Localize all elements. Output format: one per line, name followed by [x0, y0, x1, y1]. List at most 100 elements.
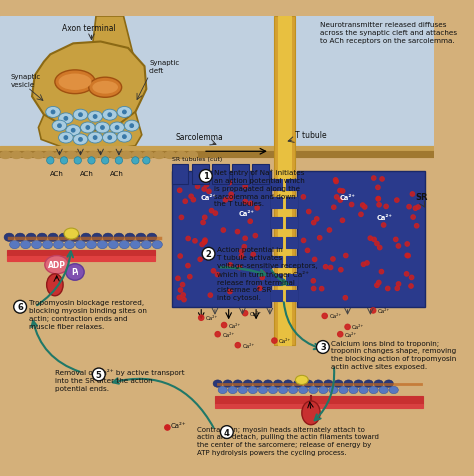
- Ellipse shape: [319, 387, 328, 394]
- Bar: [215, 397, 423, 404]
- Ellipse shape: [361, 262, 366, 267]
- Ellipse shape: [73, 110, 88, 121]
- Ellipse shape: [258, 286, 262, 291]
- Ellipse shape: [210, 209, 214, 213]
- Ellipse shape: [328, 266, 333, 270]
- Bar: [172, 165, 189, 185]
- Ellipse shape: [344, 254, 348, 258]
- Ellipse shape: [379, 270, 384, 274]
- Ellipse shape: [376, 281, 381, 285]
- Text: Ca²⁺: Ca²⁺: [345, 332, 357, 337]
- Ellipse shape: [180, 283, 185, 288]
- Text: Ca²⁺: Ca²⁺: [376, 215, 392, 221]
- Ellipse shape: [406, 254, 410, 258]
- Ellipse shape: [143, 152, 154, 159]
- Text: ACh: ACh: [110, 171, 124, 177]
- Ellipse shape: [243, 237, 247, 241]
- Ellipse shape: [101, 158, 109, 165]
- Text: Neurotransmitter released diffuses
across the synaptic cleft and attaches
to ACh: Neurotransmitter released diffuses acros…: [320, 22, 457, 44]
- Ellipse shape: [382, 223, 386, 228]
- Text: Synaptic
cleft: Synaptic cleft: [149, 60, 179, 74]
- Ellipse shape: [130, 241, 140, 249]
- Text: Ca²⁺: Ca²⁺: [239, 210, 255, 216]
- Ellipse shape: [186, 237, 191, 241]
- Ellipse shape: [243, 184, 247, 189]
- Ellipse shape: [354, 380, 363, 387]
- Ellipse shape: [215, 332, 220, 337]
- Ellipse shape: [58, 74, 91, 91]
- Ellipse shape: [22, 152, 33, 159]
- Ellipse shape: [204, 183, 209, 188]
- Text: Action potential in
T tubule activates
voltage-sensitive receptors,
which in tur: Action potential in T tubule activates v…: [217, 247, 318, 301]
- Ellipse shape: [235, 343, 240, 348]
- Ellipse shape: [89, 78, 122, 98]
- Ellipse shape: [359, 213, 363, 217]
- Ellipse shape: [251, 253, 255, 257]
- Ellipse shape: [283, 380, 292, 387]
- Ellipse shape: [202, 240, 207, 244]
- Text: Ca²⁺: Ca²⁺: [250, 311, 262, 316]
- Ellipse shape: [51, 111, 55, 115]
- Ellipse shape: [329, 387, 338, 394]
- Ellipse shape: [331, 257, 335, 262]
- Ellipse shape: [414, 224, 419, 228]
- Polygon shape: [38, 113, 142, 152]
- Bar: [274, 17, 294, 346]
- Ellipse shape: [11, 152, 22, 159]
- Ellipse shape: [242, 245, 246, 249]
- Ellipse shape: [375, 186, 380, 190]
- Ellipse shape: [64, 228, 79, 239]
- Ellipse shape: [312, 258, 317, 262]
- Ellipse shape: [124, 121, 139, 132]
- Bar: [172, 172, 271, 307]
- Ellipse shape: [237, 266, 242, 270]
- Ellipse shape: [4, 234, 14, 242]
- Ellipse shape: [72, 129, 75, 133]
- Bar: [0, 17, 434, 147]
- Ellipse shape: [238, 387, 247, 394]
- Ellipse shape: [228, 197, 233, 201]
- Text: Ca²⁺: Ca²⁺: [352, 325, 365, 330]
- Ellipse shape: [213, 211, 218, 216]
- Ellipse shape: [404, 272, 409, 277]
- Ellipse shape: [202, 240, 207, 245]
- Ellipse shape: [208, 293, 213, 298]
- Ellipse shape: [376, 197, 381, 202]
- Ellipse shape: [314, 380, 323, 387]
- Ellipse shape: [334, 195, 339, 200]
- Ellipse shape: [32, 241, 42, 249]
- Ellipse shape: [99, 152, 110, 159]
- Bar: [271, 198, 282, 208]
- Ellipse shape: [177, 296, 182, 300]
- Ellipse shape: [344, 380, 353, 387]
- Ellipse shape: [152, 241, 163, 249]
- Ellipse shape: [384, 205, 388, 209]
- Text: Ca²⁺: Ca²⁺: [201, 195, 217, 200]
- Ellipse shape: [60, 158, 68, 165]
- Ellipse shape: [327, 228, 332, 233]
- Ellipse shape: [147, 234, 157, 242]
- Ellipse shape: [243, 380, 253, 387]
- Ellipse shape: [338, 198, 343, 203]
- Ellipse shape: [123, 136, 126, 139]
- Ellipse shape: [349, 203, 354, 208]
- Ellipse shape: [188, 275, 192, 279]
- Ellipse shape: [52, 121, 67, 132]
- Ellipse shape: [218, 387, 228, 394]
- Ellipse shape: [202, 216, 207, 220]
- Ellipse shape: [409, 284, 413, 288]
- Ellipse shape: [115, 127, 119, 130]
- Ellipse shape: [121, 152, 132, 159]
- Bar: [7, 250, 155, 257]
- Ellipse shape: [88, 158, 95, 165]
- Ellipse shape: [343, 296, 347, 300]
- Ellipse shape: [26, 234, 36, 242]
- Ellipse shape: [46, 158, 54, 165]
- Ellipse shape: [359, 387, 368, 394]
- Ellipse shape: [211, 269, 216, 274]
- Ellipse shape: [345, 325, 350, 330]
- Ellipse shape: [311, 279, 316, 284]
- Ellipse shape: [103, 234, 113, 242]
- Ellipse shape: [389, 387, 398, 394]
- Ellipse shape: [88, 133, 102, 144]
